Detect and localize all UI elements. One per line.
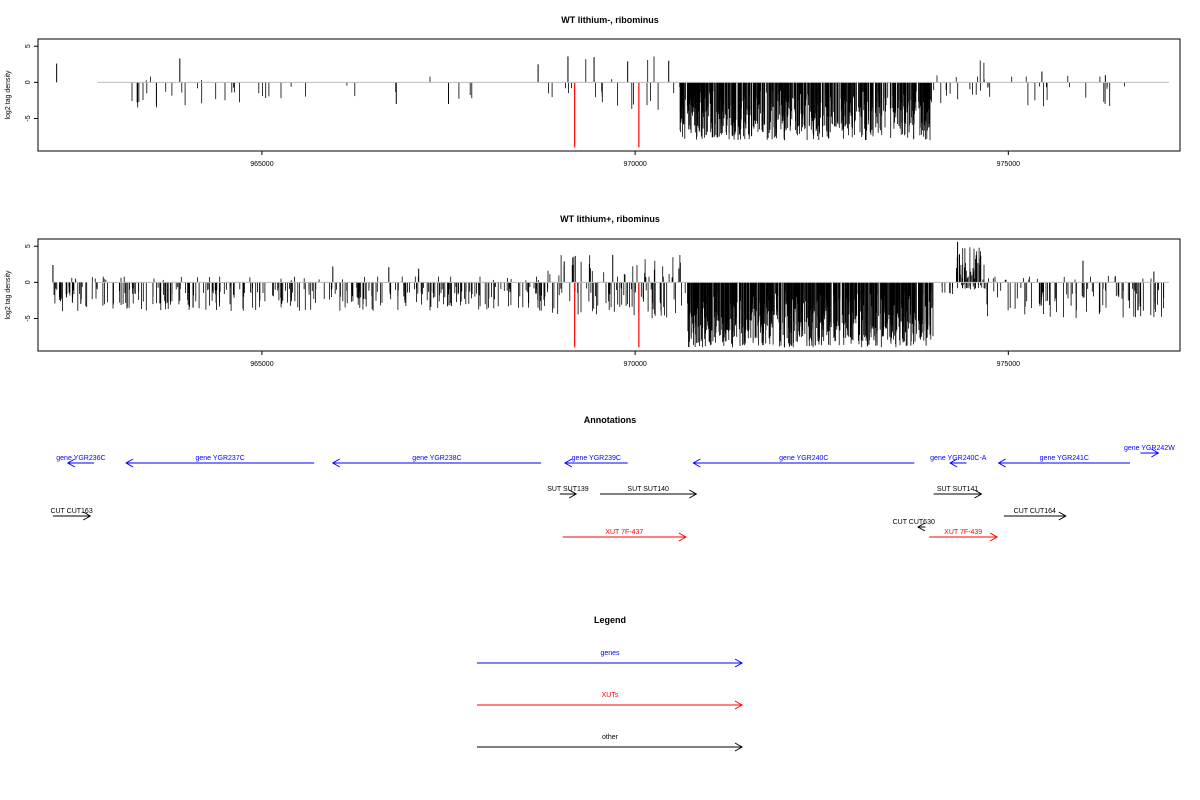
x-tick-label: 965000 <box>250 161 273 168</box>
bar-layer <box>52 241 1165 348</box>
gene-arrow <box>949 458 967 468</box>
x-tick-label: 970000 <box>623 361 646 368</box>
sut-arrow <box>600 489 698 499</box>
legend-items: genes XUTs other <box>477 650 744 752</box>
annotation-label: CUT CUT164 <box>1014 508 1056 515</box>
legend-arrow-xuts <box>477 700 744 710</box>
panel-title: WT lithium+, ribominus <box>560 214 660 224</box>
y-axis: 5 0 -5 <box>25 44 38 122</box>
xut-arrow <box>562 532 687 542</box>
y-axis: 5 0 -5 <box>25 244 38 322</box>
xut-arrow-head <box>989 532 999 542</box>
track-panel-lithium-plus: WT lithium+, ribominus log2 tag density … <box>5 214 1181 368</box>
cut-arrow-head <box>917 522 926 532</box>
bar-layer <box>56 56 1125 141</box>
highlight-layer <box>574 82 640 148</box>
sut-arrow <box>933 489 983 499</box>
gene-arrow-head <box>125 458 134 468</box>
legend-label: genes <box>600 650 620 657</box>
xut-arrow-head <box>678 532 687 542</box>
legend-arrow-xuts-head <box>734 700 744 710</box>
y-tick-label: 0 <box>25 280 32 284</box>
annotation-label: SUT SUT139 <box>547 486 589 493</box>
sut-arrow-head <box>689 489 698 499</box>
highlight-layer <box>574 282 640 348</box>
cut-arrow <box>1003 511 1067 521</box>
gene-arrow-head <box>66 458 76 468</box>
annotation-label: SUT SUT140 <box>627 486 669 493</box>
sut-arrow-head <box>974 489 983 499</box>
gene-arrow <box>563 458 628 468</box>
gene-arrow <box>692 458 915 468</box>
gene-arrow-head <box>949 458 958 468</box>
gene-arrow-head <box>692 458 701 468</box>
plot-frame <box>37 38 1181 152</box>
legend-panel: Legend genes XUTs other <box>477 615 744 752</box>
annotation-label: XUT 7F-437 <box>605 529 643 536</box>
annotation-label: gene YGR237C <box>195 455 244 462</box>
y-tick-label: 5 <box>25 44 32 48</box>
legend-arrow-other <box>477 742 744 752</box>
annotation-label: gene YGR240C <box>779 455 828 462</box>
gene-arrow <box>125 458 315 468</box>
annotation-label: gene YGR239C <box>572 455 621 462</box>
legend-title: Legend <box>594 615 626 625</box>
annotation-label: gene YGR240C-A <box>930 455 987 462</box>
annotation-label: CUT CUT163 <box>50 508 92 515</box>
gene-arrow <box>997 458 1130 468</box>
y-axis-label: log2 tag density <box>5 70 12 120</box>
cut-arrow-head <box>83 511 92 521</box>
annotations-panel: Annotations gene YGR236C gene YGR237C gene… <box>50 415 1175 542</box>
annotation-label: gene YGR236C <box>56 455 105 462</box>
gene-arrow-head <box>1151 448 1160 458</box>
annotation-label: gene YGR241C <box>1040 455 1089 462</box>
y-tick-label: 5 <box>25 244 32 248</box>
annotation-label: gene YGR238C <box>412 455 461 462</box>
sut-arrow <box>559 489 578 499</box>
sut-arrow-head <box>568 489 578 499</box>
annotation-label: XUT 7F-439 <box>944 529 982 536</box>
gene-arrow <box>331 458 542 468</box>
y-tick-label: 0 <box>25 80 32 84</box>
gene-arrow-head <box>331 458 341 468</box>
legend-label: XUTs <box>602 692 619 699</box>
track-panel-lithium-minus: WT lithium-, ribominus log2 tag density … <box>5 15 1181 168</box>
annotation-items: gene YGR236C gene YGR237C gene YGR238C gene… <box>50 445 1175 542</box>
annotation-label: CUT CUT630 <box>893 519 935 526</box>
annotation-label: SUT SUT141 <box>937 486 979 493</box>
gene-arrow <box>66 458 94 468</box>
panel-title: WT lithium-, ribominus <box>561 15 659 25</box>
y-tick-label: -5 <box>25 115 32 121</box>
plot-frame <box>37 238 1181 352</box>
x-axis: 965000 970000 975000 <box>250 351 1020 368</box>
legend-arrow-other-head <box>734 742 744 752</box>
x-axis: 965000 970000 975000 <box>250 151 1020 168</box>
xut-arrow <box>929 532 999 542</box>
gene-arrow <box>1140 448 1160 458</box>
cut-arrow-head <box>1058 511 1067 521</box>
x-tick-label: 965000 <box>250 361 273 368</box>
x-tick-label: 975000 <box>997 161 1020 168</box>
annotation-label: gene YGR242W <box>1124 445 1175 452</box>
cut-arrow <box>52 511 92 521</box>
x-tick-label: 970000 <box>623 161 646 168</box>
gene-arrow-head <box>563 458 573 468</box>
x-tick-label: 975000 <box>997 361 1020 368</box>
legend-arrow-genes-head <box>734 658 744 668</box>
y-tick-label: -5 <box>25 315 32 321</box>
annotations-title: Annotations <box>584 415 637 425</box>
y-axis-label: log2 tag density <box>5 270 12 320</box>
legend-label: other <box>602 734 619 741</box>
legend-arrow-genes <box>477 658 744 668</box>
gene-arrow-head <box>997 458 1006 468</box>
cut-arrow <box>917 522 926 532</box>
